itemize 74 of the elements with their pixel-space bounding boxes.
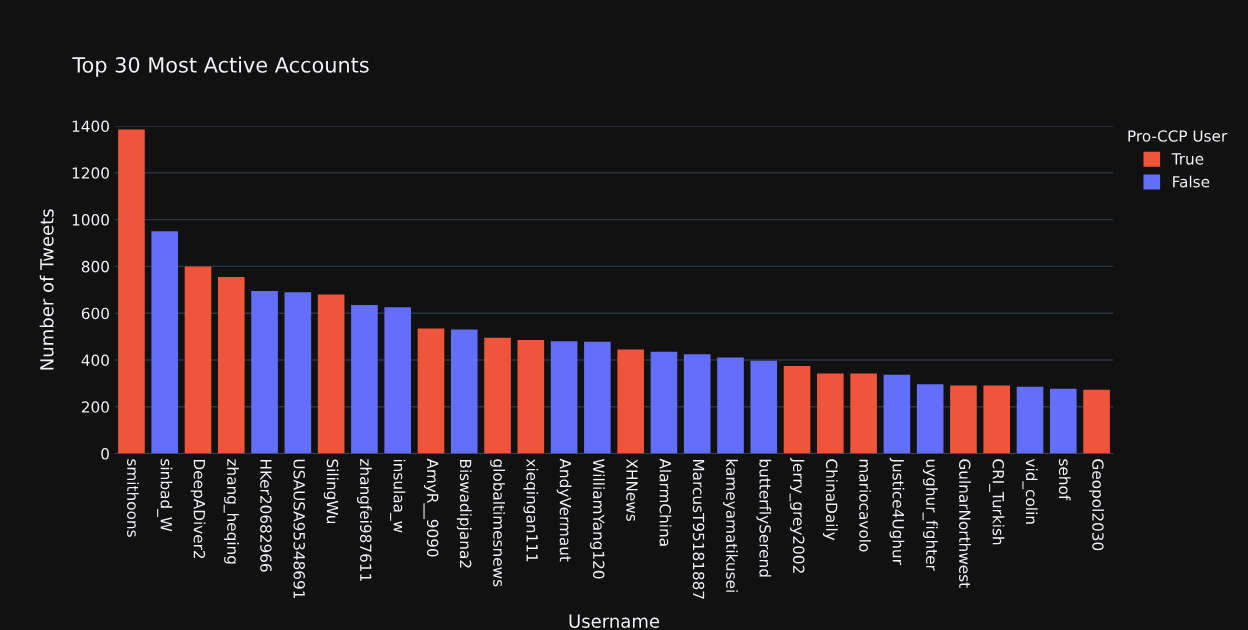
x-tick-label: zhang_heqing: [223, 459, 239, 564]
y-tick-label: 200: [81, 401, 109, 413]
x-tick-label: insulaa_w: [390, 459, 406, 533]
x-tick-label: Justice4Ughur: [889, 457, 905, 565]
x-tick-label: XHNews: [626, 458, 638, 521]
x-tick-label: Geopol2030: [1089, 459, 1104, 551]
bar: [417, 328, 445, 454]
bar: [750, 360, 778, 454]
x-tick-label: uyghur_fighter: [922, 459, 938, 571]
bar: [317, 294, 345, 454]
bar: [484, 337, 511, 454]
bar: [1083, 389, 1110, 454]
bar: [683, 354, 711, 454]
bar: [550, 341, 578, 454]
bar: [650, 351, 678, 454]
y-tick-label: 400: [81, 354, 109, 367]
bar: [151, 231, 179, 454]
bar: [284, 292, 312, 454]
x-tick-label: WilliamYang120: [589, 458, 605, 579]
bar: [384, 307, 412, 454]
y-tick-label: 1200: [72, 167, 109, 179]
bar: [883, 374, 911, 454]
bar: [916, 384, 944, 454]
x-tick-label: butterflySerend: [756, 459, 772, 577]
x-tick-label: mariocavolo: [859, 459, 872, 552]
x-tick-label: Jerry_grey2002: [789, 457, 805, 573]
x-tick-label: AlarmChina: [659, 458, 672, 546]
bar: [950, 385, 977, 454]
bar: [517, 340, 545, 454]
y-axis-title: Number of Tweets: [39, 209, 54, 370]
x-tick-label: DeepADiver2: [190, 459, 206, 559]
bar: [817, 373, 844, 454]
x-tick-label: MarcusT95181887: [692, 459, 705, 599]
bar: [1016, 386, 1044, 454]
x-tick-label: vid_colin: [1022, 458, 1038, 524]
y-tick-label: 800: [81, 260, 109, 273]
x-tick-label: AndyVermaut: [556, 458, 572, 562]
x-tick-label: sinbad_W: [157, 459, 173, 532]
bar: [584, 341, 611, 454]
x-axis-title: Username: [569, 614, 660, 628]
x-tick-label: xieqingan111: [523, 458, 539, 562]
x-tick-label: GulnarNorthwest: [959, 459, 971, 588]
chart-title: Top 30 Most Active Accounts: [72, 56, 369, 77]
bar: [217, 276, 245, 454]
bar: [983, 385, 1011, 454]
x-tick-label: AmyR__9090: [423, 458, 439, 557]
bar: [351, 305, 378, 454]
bar: [783, 366, 811, 454]
bar: [1049, 388, 1077, 454]
legend-label: True: [1171, 153, 1204, 165]
x-tick-label: USAUSA95348691: [293, 459, 305, 599]
bar: [717, 357, 744, 454]
x-tick-label: globaltimesnews: [490, 459, 505, 587]
x-tick-label: HKer20682966: [260, 459, 272, 572]
bar: [617, 349, 644, 454]
bar: [251, 290, 278, 454]
y-tick-label: 1400: [72, 120, 109, 133]
y-tick-label: 0: [101, 448, 109, 460]
x-tick-label: smithoons: [127, 459, 139, 537]
x-tick-label: SilingWu: [323, 459, 339, 524]
legend-label: False: [1173, 175, 1210, 188]
y-tick-label: 1000: [72, 214, 109, 226]
x-tick-label: sehof: [1058, 459, 1071, 501]
bar: [450, 329, 478, 454]
x-tick-label: kameyamatikusei: [723, 459, 738, 592]
x-tick-label: CRI_Turkish: [989, 459, 1005, 545]
bar: [184, 266, 212, 454]
legend-title: Pro-CCP User: [1128, 130, 1228, 142]
y-tick-label: 600: [81, 307, 109, 320]
x-tick-label: ChinaDaily: [822, 459, 838, 541]
bar: [850, 373, 877, 454]
x-tick-label: Biswadipjana2: [456, 459, 472, 568]
bar: [118, 129, 145, 454]
x-tick-label: zhangfei987611: [357, 459, 372, 581]
